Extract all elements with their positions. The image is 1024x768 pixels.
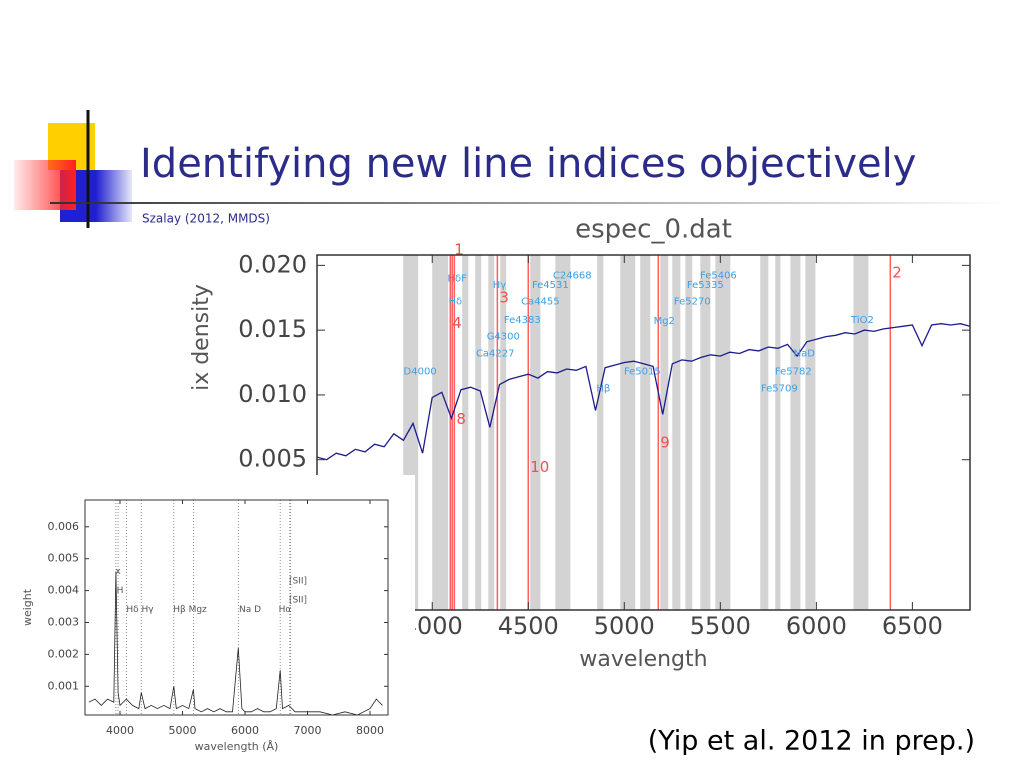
x-tick-label: 5000 (169, 724, 197, 737)
annotation: Fe4531 (532, 280, 569, 291)
index-band (700, 255, 711, 610)
chart-title: espec_0.dat (575, 215, 732, 245)
index-band (500, 255, 507, 610)
annotation: Fe5782 (775, 367, 812, 378)
inset-background (0, 475, 415, 747)
y-tick-label: 0.006 (48, 520, 80, 533)
annotation: Fe5406 (700, 271, 737, 282)
plot-area (88, 500, 383, 716)
x-tick-label: 6000 (231, 724, 259, 737)
y-axis-label: ix density (189, 284, 214, 391)
annotation: D4000 (404, 367, 437, 378)
annotation: Ca4455 (521, 297, 560, 308)
y-tick-label: 0.002 (48, 647, 80, 660)
frame (316, 254, 971, 611)
annotation: x (115, 567, 121, 577)
annotation: HδF (448, 273, 468, 284)
index-band (475, 255, 482, 610)
y-tick-label: 0.015 (238, 315, 307, 343)
marker-label: 1 (454, 240, 464, 258)
annotation: Mg2 (654, 316, 675, 327)
marker-label: 3 (499, 288, 509, 306)
marker-label: 2 (892, 264, 902, 282)
annotation: NaD (794, 348, 816, 359)
annotation: Na D (239, 605, 261, 615)
y-tick-label: 0.020 (238, 250, 307, 278)
marker-label: 4 (452, 314, 462, 332)
index-band (853, 255, 869, 610)
slide-subtitle: Szalay (2012, MMDS) (142, 212, 270, 226)
index-band (530, 255, 541, 610)
annotation: Hδ (448, 297, 462, 308)
x-axis-label: wavelength (579, 647, 707, 672)
x-tick-label: 6500 (882, 612, 943, 640)
index-band (432, 255, 449, 610)
index-band (790, 255, 801, 610)
x-tick-label: 4000 (106, 724, 134, 737)
index-band (805, 255, 816, 610)
spectrum (317, 323, 970, 461)
marker-label: 8 (456, 410, 466, 428)
annotation: Hα (279, 605, 292, 615)
frame (84, 499, 389, 716)
y-tick-label: 0.005 (48, 552, 80, 565)
annotation: Hβ Mgz (173, 605, 207, 615)
annotation: C24668 (553, 271, 592, 282)
annotation: G4300 (487, 332, 520, 343)
x-axis-label: wavelength (Å) (195, 740, 279, 753)
annotation: Hβ (596, 383, 610, 394)
title-rule (50, 202, 1010, 204)
index-band (715, 255, 731, 610)
slide-title: Identifying new line indices objectively (140, 141, 916, 187)
index-band (462, 255, 469, 610)
annotation: Fe5015 (624, 367, 661, 378)
annotation: H (117, 586, 124, 596)
annotation: Fe5270 (674, 297, 711, 308)
x-tick-label: 6000 (786, 612, 847, 640)
index-band (597, 255, 604, 610)
annotation: Fe5709 (761, 383, 798, 394)
marker-label: 10 (530, 458, 549, 476)
decor-red (14, 160, 76, 210)
citation: (Yip et al. 2012 in prep.) (648, 726, 975, 757)
x-tick-label: 5000 (594, 612, 655, 640)
annotation: Ca4227 (476, 348, 515, 359)
index-band (488, 255, 495, 610)
index-band (660, 255, 669, 610)
annotation: Fe4383 (504, 315, 541, 326)
annotation: Fe5335 (687, 280, 724, 291)
y-tick-label: 0.005 (238, 445, 307, 473)
annotation: [SII] (289, 596, 307, 606)
annotation: Hγ (493, 280, 507, 291)
y-tick-label: 0.004 (48, 584, 80, 597)
index-band (672, 255, 681, 610)
marker-label: 9 (660, 433, 670, 451)
y-tick-label: 0.001 (48, 679, 80, 692)
annotation: TiO2 (850, 315, 874, 326)
y-tick-label: 0.003 (48, 615, 80, 628)
annotation: Hδ Hγ (126, 605, 154, 615)
y-tick-label: 0.010 (238, 380, 307, 408)
annotation: [SII] (289, 577, 307, 587)
spectrum (88, 571, 383, 716)
x-tick-label: 4500 (498, 612, 559, 640)
x-tick-label: 5500 (690, 612, 751, 640)
y-axis-label: weight (21, 588, 34, 626)
index-band (685, 255, 693, 610)
index-band (620, 255, 636, 610)
x-tick-label: 7000 (294, 724, 322, 737)
x-tick-label: 8000 (356, 724, 384, 737)
index-band (640, 255, 651, 610)
index-band (760, 255, 769, 610)
index-band (775, 255, 781, 610)
index-band (555, 255, 571, 610)
